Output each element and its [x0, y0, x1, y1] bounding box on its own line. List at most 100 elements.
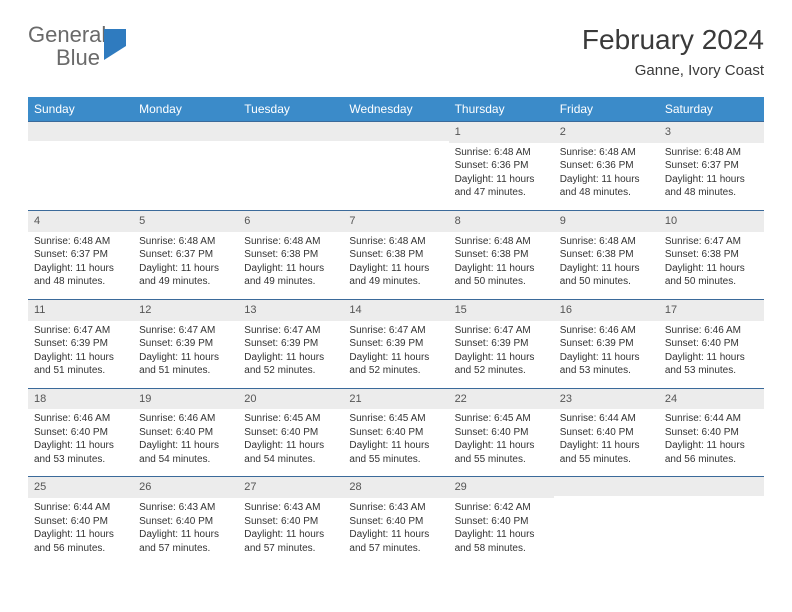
date-cell: 24Sunrise: 6:44 AMSunset: 6:40 PMDayligh… — [659, 388, 764, 477]
daylight-text: Daylight: 11 hours and 52 minutes. — [244, 351, 337, 378]
date-cell: 26Sunrise: 6:43 AMSunset: 6:40 PMDayligh… — [133, 477, 238, 565]
date-number: 13 — [238, 300, 343, 321]
sunset-text: Sunset: 6:39 PM — [139, 337, 232, 351]
date-body: Sunrise: 6:47 AMSunset: 6:39 PMDaylight:… — [449, 321, 554, 388]
date-body: Sunrise: 6:46 AMSunset: 6:40 PMDaylight:… — [133, 409, 238, 476]
sunrise-text: Sunrise: 6:45 AM — [455, 412, 548, 426]
date-cell: 18Sunrise: 6:46 AMSunset: 6:40 PMDayligh… — [28, 388, 133, 477]
daylight-text: Daylight: 11 hours and 54 minutes. — [244, 439, 337, 466]
date-body: Sunrise: 6:46 AMSunset: 6:39 PMDaylight:… — [554, 321, 659, 388]
date-number: 5 — [133, 211, 238, 232]
sunrise-text: Sunrise: 6:48 AM — [455, 146, 548, 160]
calendar-table: SundayMondayTuesdayWednesdayThursdayFrid… — [28, 97, 764, 565]
date-number: 21 — [343, 389, 448, 410]
daylight-text: Daylight: 11 hours and 51 minutes. — [34, 351, 127, 378]
daylight-text: Daylight: 11 hours and 56 minutes. — [665, 439, 758, 466]
sunset-text: Sunset: 6:40 PM — [665, 426, 758, 440]
day-header: Sunday — [28, 97, 133, 122]
daylight-text: Daylight: 11 hours and 48 minutes. — [34, 262, 127, 289]
date-number: 6 — [238, 211, 343, 232]
date-cell: 6Sunrise: 6:48 AMSunset: 6:38 PMDaylight… — [238, 210, 343, 299]
sunset-text: Sunset: 6:38 PM — [560, 248, 653, 262]
date-cell: 20Sunrise: 6:45 AMSunset: 6:40 PMDayligh… — [238, 388, 343, 477]
date-body: Sunrise: 6:47 AMSunset: 6:39 PMDaylight:… — [238, 321, 343, 388]
date-cell — [343, 122, 448, 211]
sunset-text: Sunset: 6:36 PM — [560, 159, 653, 173]
date-cell: 8Sunrise: 6:48 AMSunset: 6:38 PMDaylight… — [449, 210, 554, 299]
date-cell: 25Sunrise: 6:44 AMSunset: 6:40 PMDayligh… — [28, 477, 133, 565]
date-number: 9 — [554, 211, 659, 232]
daylight-text: Daylight: 11 hours and 57 minutes. — [139, 528, 232, 555]
date-body: Sunrise: 6:48 AMSunset: 6:37 PMDaylight:… — [28, 232, 133, 299]
daylight-text: Daylight: 11 hours and 58 minutes. — [455, 528, 548, 555]
empty-date — [28, 122, 133, 141]
date-body: Sunrise: 6:47 AMSunset: 6:39 PMDaylight:… — [28, 321, 133, 388]
date-number: 22 — [449, 389, 554, 410]
sunrise-text: Sunrise: 6:44 AM — [665, 412, 758, 426]
sunrise-text: Sunrise: 6:47 AM — [349, 324, 442, 338]
date-cell: 27Sunrise: 6:43 AMSunset: 6:40 PMDayligh… — [238, 477, 343, 565]
logo-word-2: Blue — [56, 45, 100, 70]
date-cell: 7Sunrise: 6:48 AMSunset: 6:38 PMDaylight… — [343, 210, 448, 299]
date-number: 17 — [659, 300, 764, 321]
sunrise-text: Sunrise: 6:47 AM — [455, 324, 548, 338]
date-cell — [554, 477, 659, 565]
calendar-body: 1Sunrise: 6:48 AMSunset: 6:36 PMDaylight… — [28, 122, 764, 566]
date-body: Sunrise: 6:47 AMSunset: 6:38 PMDaylight:… — [659, 232, 764, 299]
date-body: Sunrise: 6:44 AMSunset: 6:40 PMDaylight:… — [659, 409, 764, 476]
daylight-text: Daylight: 11 hours and 53 minutes. — [665, 351, 758, 378]
sunrise-text: Sunrise: 6:47 AM — [244, 324, 337, 338]
date-body: Sunrise: 6:46 AMSunset: 6:40 PMDaylight:… — [659, 321, 764, 388]
date-cell: 29Sunrise: 6:42 AMSunset: 6:40 PMDayligh… — [449, 477, 554, 565]
sunset-text: Sunset: 6:40 PM — [455, 426, 548, 440]
date-body: Sunrise: 6:48 AMSunset: 6:36 PMDaylight:… — [554, 143, 659, 210]
date-number: 16 — [554, 300, 659, 321]
date-body: Sunrise: 6:43 AMSunset: 6:40 PMDaylight:… — [238, 498, 343, 565]
sunset-text: Sunset: 6:40 PM — [139, 426, 232, 440]
sunset-text: Sunset: 6:39 PM — [349, 337, 442, 351]
sunset-text: Sunset: 6:39 PM — [455, 337, 548, 351]
sunset-text: Sunset: 6:40 PM — [349, 515, 442, 529]
sunset-text: Sunset: 6:40 PM — [139, 515, 232, 529]
date-cell: 17Sunrise: 6:46 AMSunset: 6:40 PMDayligh… — [659, 299, 764, 388]
day-header: Wednesday — [343, 97, 448, 122]
daylight-text: Daylight: 11 hours and 49 minutes. — [244, 262, 337, 289]
sunrise-text: Sunrise: 6:43 AM — [139, 501, 232, 515]
date-number: 7 — [343, 211, 448, 232]
date-number: 8 — [449, 211, 554, 232]
sunset-text: Sunset: 6:40 PM — [665, 337, 758, 351]
empty-date — [554, 477, 659, 496]
date-body: Sunrise: 6:48 AMSunset: 6:37 PMDaylight:… — [133, 232, 238, 299]
sunset-text: Sunset: 6:40 PM — [560, 426, 653, 440]
sunset-text: Sunset: 6:38 PM — [665, 248, 758, 262]
day-header-row: SundayMondayTuesdayWednesdayThursdayFrid… — [28, 97, 764, 122]
sunrise-text: Sunrise: 6:44 AM — [34, 501, 127, 515]
daylight-text: Daylight: 11 hours and 49 minutes. — [349, 262, 442, 289]
date-number: 19 — [133, 389, 238, 410]
date-body: Sunrise: 6:45 AMSunset: 6:40 PMDaylight:… — [449, 409, 554, 476]
date-body: Sunrise: 6:43 AMSunset: 6:40 PMDaylight:… — [133, 498, 238, 565]
sunrise-text: Sunrise: 6:46 AM — [34, 412, 127, 426]
date-number: 2 — [554, 122, 659, 143]
title-block: February 2024 Ganne, Ivory Coast — [582, 24, 764, 79]
sunset-text: Sunset: 6:37 PM — [665, 159, 758, 173]
daylight-text: Daylight: 11 hours and 53 minutes. — [560, 351, 653, 378]
date-cell — [133, 122, 238, 211]
date-body: Sunrise: 6:44 AMSunset: 6:40 PMDaylight:… — [28, 498, 133, 565]
empty-date — [238, 122, 343, 141]
date-body: Sunrise: 6:48 AMSunset: 6:38 PMDaylight:… — [554, 232, 659, 299]
sunset-text: Sunset: 6:39 PM — [560, 337, 653, 351]
date-cell: 10Sunrise: 6:47 AMSunset: 6:38 PMDayligh… — [659, 210, 764, 299]
sunset-text: Sunset: 6:36 PM — [455, 159, 548, 173]
daylight-text: Daylight: 11 hours and 55 minutes. — [349, 439, 442, 466]
logo-text-wrap: General Blue — [28, 24, 126, 70]
sunrise-text: Sunrise: 6:48 AM — [560, 235, 653, 249]
date-cell — [238, 122, 343, 211]
week-row: 18Sunrise: 6:46 AMSunset: 6:40 PMDayligh… — [28, 388, 764, 477]
page-subtitle: Ganne, Ivory Coast — [582, 62, 764, 79]
date-cell: 28Sunrise: 6:43 AMSunset: 6:40 PMDayligh… — [343, 477, 448, 565]
daylight-text: Daylight: 11 hours and 50 minutes. — [455, 262, 548, 289]
date-number: 20 — [238, 389, 343, 410]
sunrise-text: Sunrise: 6:47 AM — [139, 324, 232, 338]
sunrise-text: Sunrise: 6:45 AM — [244, 412, 337, 426]
